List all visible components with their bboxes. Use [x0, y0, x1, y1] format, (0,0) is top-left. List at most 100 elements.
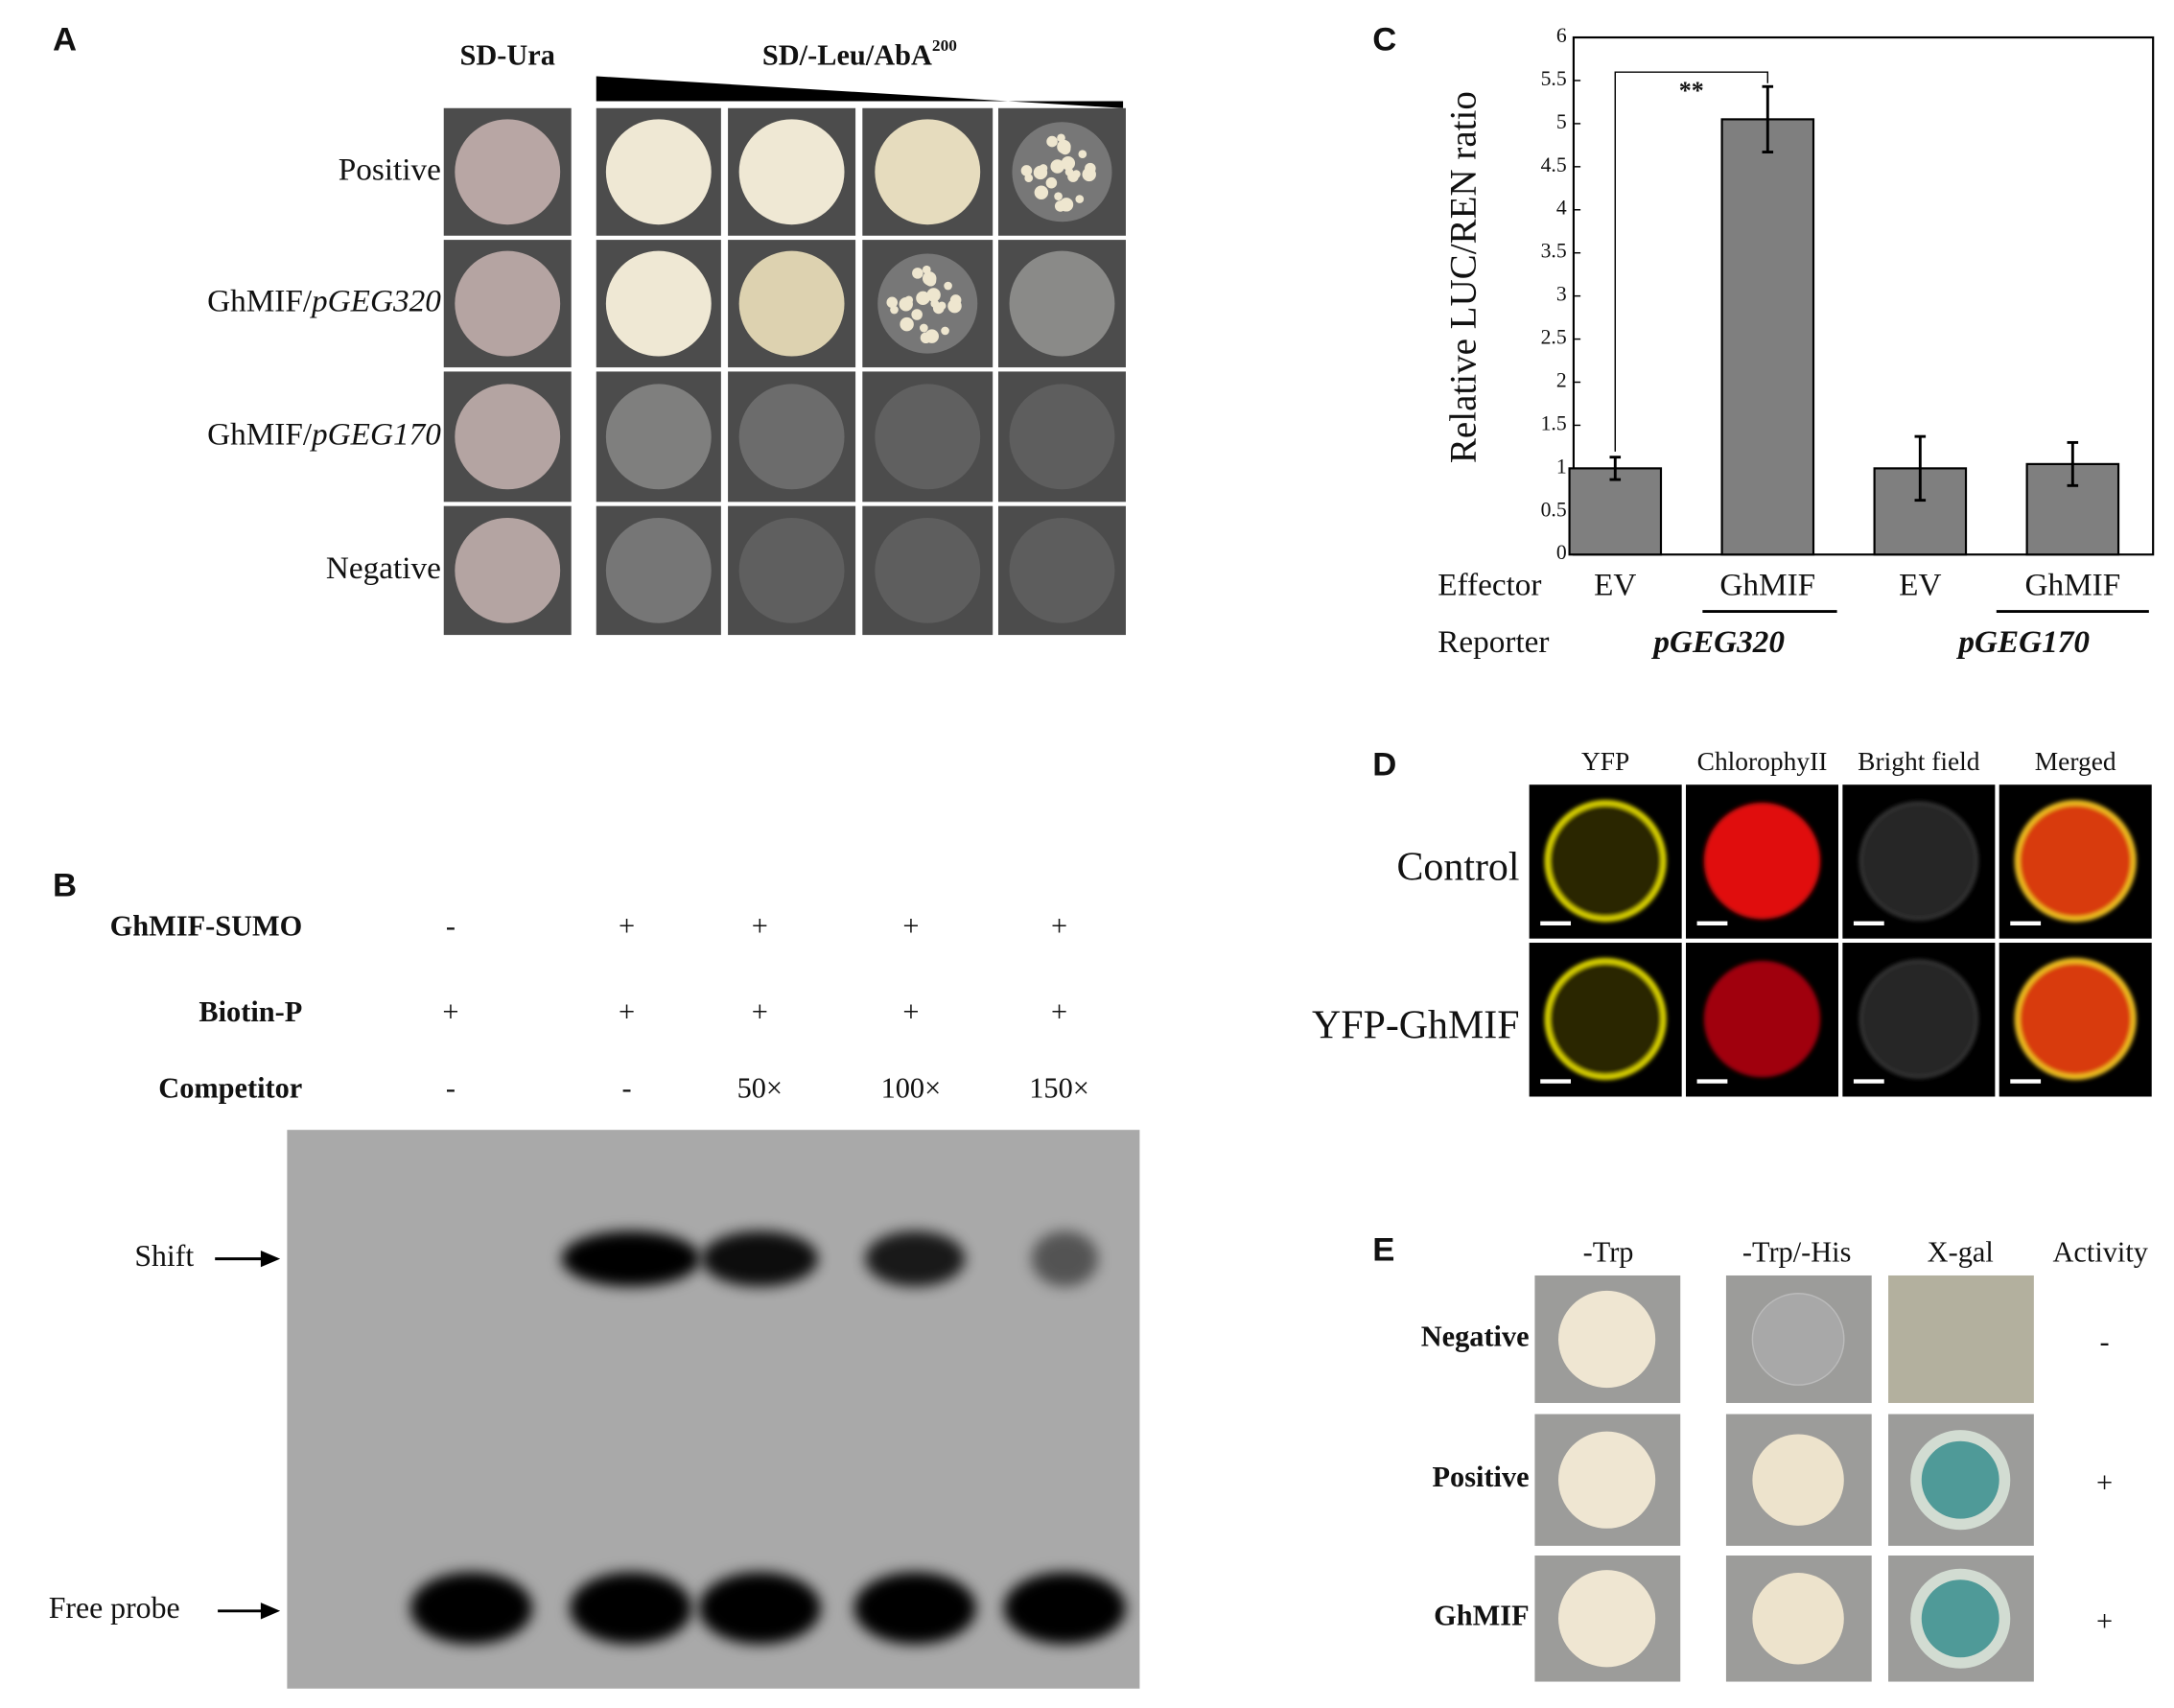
colony-dot: [899, 297, 913, 312]
lane-sign: +: [619, 910, 635, 943]
y-tick-label: 2: [1556, 368, 1567, 391]
y-tick-label: 2.5: [1541, 326, 1567, 349]
row-label: GhMIF/pGEG170: [207, 416, 441, 452]
reporter-label: pGEG320: [1650, 624, 1785, 660]
colony: [455, 384, 561, 490]
free-probe-band: [1003, 1572, 1126, 1645]
y-tick-label: 5: [1556, 110, 1567, 133]
colony-dot: [1024, 174, 1034, 183]
error-bar: [1609, 456, 1622, 481]
colony: [738, 384, 845, 490]
activity: +: [2096, 1466, 2113, 1499]
activity: +: [2096, 1605, 2113, 1638]
lane-sign: -: [446, 910, 456, 943]
colony-blue: [1921, 1579, 1999, 1658]
row-label: GhMIF-SUMO: [110, 910, 303, 943]
panel-label: D: [1372, 747, 1396, 784]
cell: [1703, 803, 1821, 920]
row-label: Reporter: [1438, 624, 1549, 660]
colony-dot: [926, 288, 941, 302]
colony-dot: [1072, 170, 1081, 178]
lane-sign: +: [1051, 910, 1067, 943]
shift-band: [701, 1230, 819, 1287]
colony: [1558, 1431, 1656, 1529]
colony: [605, 384, 712, 490]
shift-band: [865, 1230, 966, 1287]
y-tick-label: 4: [1556, 197, 1567, 220]
free-probe-band: [410, 1572, 533, 1645]
colony: [1752, 1434, 1844, 1526]
error-bar: [1914, 434, 1927, 503]
colony-dot: [949, 294, 962, 306]
x-tick-label: EV: [1899, 568, 1941, 603]
row-label: GhMIF: [1434, 1600, 1529, 1632]
lane-sign: -: [446, 1072, 456, 1105]
colony: [738, 119, 845, 225]
colony: [1558, 1290, 1656, 1389]
colony-dot: [1075, 195, 1085, 203]
lane-sign: +: [752, 910, 768, 943]
x-tick-label: GhMIF: [2024, 568, 2120, 603]
colony-dot: [1045, 176, 1058, 189]
row-label: GhMIF/pGEG320: [207, 283, 441, 318]
colony-dot: [937, 301, 947, 311]
lane-sign: +: [442, 995, 458, 1028]
y-tick-label: 1.5: [1541, 411, 1567, 434]
column-header: SD-Ura: [460, 39, 555, 72]
gradient-triangle: [596, 76, 1124, 108]
colony: [1558, 1570, 1656, 1668]
colony-dot: [1057, 133, 1065, 143]
colony: [1009, 517, 1115, 623]
colony-blue: [1921, 1440, 1999, 1519]
lane-sign: 100×: [881, 1072, 942, 1105]
y-tick-label: 1: [1556, 455, 1567, 478]
shift-band: [561, 1230, 701, 1287]
lane-sign: 150×: [1029, 1072, 1089, 1105]
lane-sign: 50×: [737, 1072, 783, 1105]
colony-dot: [1046, 135, 1058, 148]
row-label: Negative: [1421, 1320, 1530, 1352]
colony-dot: [916, 291, 930, 306]
column-header: Activity: [2053, 1235, 2149, 1268]
column-header: X-gal: [1928, 1235, 1994, 1268]
colony: [605, 517, 712, 623]
band-label: Shift: [134, 1239, 194, 1273]
significance: **: [1679, 77, 1704, 105]
lane-sign: +: [752, 995, 768, 1028]
row-label-italic: pGEG320: [310, 283, 441, 318]
panel-label: C: [1372, 22, 1396, 58]
colony: [875, 384, 981, 490]
colony-dot: [922, 265, 931, 274]
row-label: Positive: [1433, 1461, 1530, 1493]
cell: [2014, 957, 2137, 1081]
y-tick-label: 0.5: [1541, 498, 1567, 521]
row-label: Competitor: [158, 1072, 302, 1105]
colony-dot: [1054, 192, 1063, 201]
free-probe-band: [853, 1572, 976, 1645]
lane-sign: +: [619, 995, 635, 1028]
colony-dot: [1020, 165, 1033, 176]
row-label-text: Positive: [339, 152, 441, 187]
cell: [1544, 957, 1667, 1081]
cell: [1858, 959, 1979, 1079]
colony: [1751, 1293, 1845, 1386]
colony-dot: [1033, 165, 1048, 180]
colony: [455, 517, 561, 623]
row-label: Negative: [326, 550, 441, 585]
error-bar: [2067, 440, 2079, 487]
row-label: Control: [1396, 845, 1519, 889]
colony-dot: [924, 274, 937, 287]
error-bar: [1762, 84, 1774, 154]
colony: [1009, 250, 1115, 357]
x-tick-label: GhMIF: [1719, 568, 1815, 603]
colony-dot: [941, 326, 949, 336]
row-label: Effector: [1438, 568, 1541, 603]
colony-dot: [1034, 185, 1049, 200]
colony-dot: [1059, 143, 1071, 155]
y-tick-label: 4.5: [1541, 153, 1567, 176]
header-text: SD/-Leu/AbA: [762, 39, 932, 72]
colony: [605, 250, 712, 357]
cell: [1703, 960, 1821, 1078]
free-probe-band: [570, 1572, 692, 1645]
